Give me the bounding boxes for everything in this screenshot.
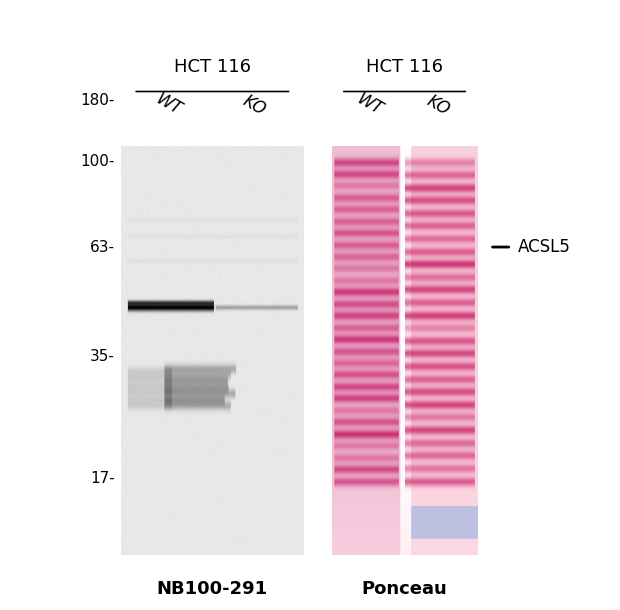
Text: 17-: 17- bbox=[90, 472, 115, 486]
Text: 63-: 63- bbox=[90, 240, 115, 254]
Text: 35-: 35- bbox=[90, 350, 115, 364]
Text: HCT 116: HCT 116 bbox=[174, 58, 251, 76]
Text: Ponceau: Ponceau bbox=[361, 580, 448, 598]
Text: 100-: 100- bbox=[81, 154, 115, 169]
Text: KO: KO bbox=[423, 92, 453, 119]
Text: ACSL5: ACSL5 bbox=[518, 238, 570, 256]
Text: WT: WT bbox=[153, 90, 185, 119]
Text: NB100-291: NB100-291 bbox=[157, 580, 268, 598]
Text: HCT 116: HCT 116 bbox=[366, 58, 443, 76]
Text: WT: WT bbox=[353, 90, 386, 119]
Text: 180-: 180- bbox=[81, 93, 115, 108]
Text: KO: KO bbox=[240, 92, 269, 119]
